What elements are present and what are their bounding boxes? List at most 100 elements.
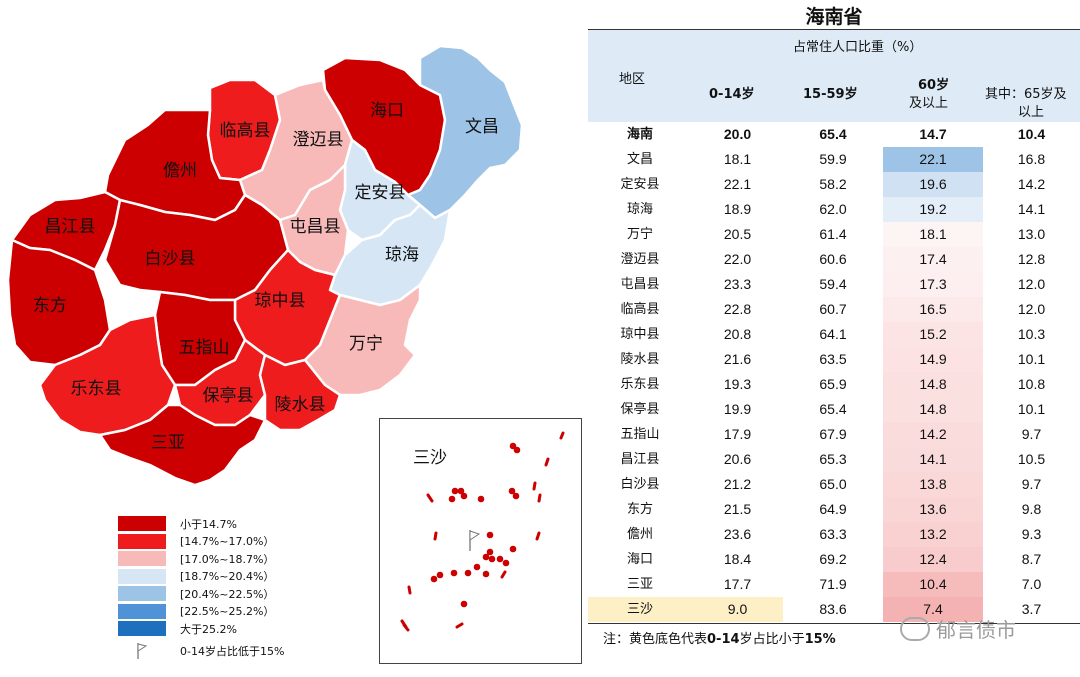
- cell-15-59: 61.4: [819, 226, 847, 242]
- wechat-icon: [900, 616, 930, 641]
- region-label: 昌江县: [45, 217, 96, 237]
- region-label: 东方: [33, 296, 67, 316]
- table-note: 注：黄色底色代表0-14岁占比小于15%: [603, 632, 836, 647]
- table-row: 乐东县 19.3 65.9 14.8 10.8: [588, 372, 1080, 397]
- cell-region: 海口: [626, 552, 653, 567]
- region-1: [406, 44, 524, 220]
- cell-region: 三亚: [626, 577, 653, 592]
- cell-60-plus: 22.1: [883, 147, 983, 172]
- cell-60-plus: 19.2: [883, 197, 983, 222]
- table-row: 保亭县 19.9 65.4 14.8 10.1: [588, 397, 1080, 422]
- cell-15-59: 65.4: [819, 126, 847, 142]
- table-header: [588, 30, 1080, 122]
- legend-item: 大于25.2%: [118, 620, 318, 638]
- cell-15-59: 59.4: [819, 276, 847, 292]
- cell-0-14: 21.5: [692, 497, 783, 522]
- cell-15-59: 64.9: [819, 501, 847, 517]
- legend-label: 大于25.2%: [180, 622, 237, 636]
- cell-65-plus: 12.0: [1017, 276, 1046, 292]
- cell-60-plus: 16.5: [883, 297, 983, 322]
- cell-60-plus: 14.8: [883, 397, 983, 422]
- cell-65-plus: 14.2: [1017, 176, 1046, 192]
- cell-0-14: 20.6: [692, 447, 783, 472]
- cell-0-14: 18.9: [692, 197, 783, 222]
- cell-region: 三沙: [588, 597, 692, 622]
- cell-region: 东方: [626, 502, 653, 517]
- table-row: 东方 21.5 64.9 13.6 9.8: [588, 497, 1080, 522]
- cell-region: 文昌: [626, 152, 653, 167]
- cell-0-14: 17.7: [692, 572, 783, 597]
- cell-region: 临高县: [620, 302, 660, 317]
- table-row: 五指山 17.9 67.9 14.2 9.7: [588, 422, 1080, 447]
- cell-region: 陵水县: [620, 352, 660, 367]
- cell-60-plus: 13.2: [883, 522, 983, 547]
- col-header-0-14: 0-14岁: [709, 87, 755, 102]
- cell-60-plus: 19.6: [883, 172, 983, 197]
- region-17: [98, 403, 267, 487]
- cell-65-plus: 10.1: [1017, 401, 1046, 417]
- cell-region: 万宁: [626, 227, 653, 242]
- cell-0-14: 9.0: [692, 597, 783, 622]
- region-label: 定安县: [355, 183, 406, 203]
- flag-icon: [137, 642, 148, 659]
- table-row: 陵水县 21.6 63.5 14.9 10.1: [588, 347, 1080, 372]
- legend-item: [22.5%~25.2%）: [118, 603, 318, 621]
- region-12: [303, 283, 422, 397]
- cell-region: 儋州: [626, 527, 653, 542]
- legend-item: [17.0%~18.7%）: [118, 550, 318, 568]
- cell-0-14: 19.3: [692, 372, 783, 397]
- cell-0-14: 20.5: [692, 222, 783, 247]
- region-label: 三亚: [151, 433, 185, 453]
- table-row: 儋州 23.6 63.3 13.2 9.3: [588, 522, 1080, 547]
- region-label: 陵水县: [275, 395, 326, 415]
- table-row: 万宁 20.5 61.4 18.1 13.0: [588, 222, 1080, 247]
- cell-15-59: 65.9: [819, 376, 847, 392]
- cell-0-14: 22.0: [692, 247, 783, 272]
- cell-0-14: 22.8: [692, 297, 783, 322]
- map-legend: 小于14.7% [14.7%~17.0%） [17.0%~18.7%） [18.7%~…: [118, 515, 318, 660]
- cell-15-59: 69.2: [819, 551, 847, 567]
- legend-swatch: [118, 568, 166, 584]
- legend-item: [20.4%~22.5%）: [118, 585, 318, 603]
- col-header-60-line2: 及以上: [909, 96, 949, 111]
- cell-65-plus: 10.4: [1017, 126, 1046, 142]
- cell-60-plus: 7.4: [883, 597, 983, 622]
- cell-0-14: 19.9: [692, 397, 783, 422]
- cell-65-plus: 12.8: [1017, 251, 1046, 267]
- table-row: 定安县 22.1 58.2 19.6 14.2: [588, 172, 1080, 197]
- cell-0-14: 20.0: [692, 122, 783, 147]
- cell-region: 澄迈县: [620, 252, 660, 267]
- col-header-region: 地区: [619, 72, 646, 87]
- cell-0-14: 20.8: [692, 322, 783, 347]
- region-label: 澄迈县: [293, 130, 344, 150]
- cell-65-plus: 10.5: [1017, 451, 1046, 467]
- cell-15-59: 63.3: [819, 526, 847, 542]
- region-label: 屯昌县: [290, 217, 341, 237]
- region-label: 五指山: [179, 338, 230, 358]
- region-14: [38, 313, 177, 437]
- cell-65-plus: 13.0: [1017, 226, 1046, 242]
- cell-65-plus: 9.3: [1021, 526, 1042, 542]
- legend-flag-row: 0-14岁占比低于15%: [118, 642, 318, 660]
- table-title: 海南省: [805, 6, 863, 28]
- cell-region: 乐东县: [620, 377, 660, 392]
- region-label: 海口: [370, 101, 404, 121]
- legend-swatch: [118, 551, 166, 567]
- cell-15-59: 60.7: [819, 301, 847, 317]
- legend-label: [18.7%~20.4%）: [180, 570, 275, 584]
- cell-15-59: 71.9: [819, 576, 847, 592]
- cell-0-14: 18.1: [692, 147, 783, 172]
- cell-65-plus: 10.1: [1017, 351, 1046, 367]
- table-row: 昌江县 20.6 65.3 14.1 10.5: [588, 447, 1080, 472]
- region-label: 保亭县: [203, 386, 254, 406]
- region-16: [258, 353, 342, 432]
- legend-item: [14.7%~17.0%）: [118, 533, 318, 551]
- region-label: 临高县: [220, 121, 271, 141]
- table-row: 琼海 18.9 62.0 19.2 14.1: [588, 197, 1080, 222]
- cell-15-59: 65.0: [819, 476, 847, 492]
- table-row: 澄迈县 22.0 60.6 17.4 12.8: [588, 247, 1080, 272]
- cell-15-59: 64.1: [819, 326, 847, 342]
- cell-0-14: 21.2: [692, 472, 783, 497]
- cell-0-14: 22.1: [692, 172, 783, 197]
